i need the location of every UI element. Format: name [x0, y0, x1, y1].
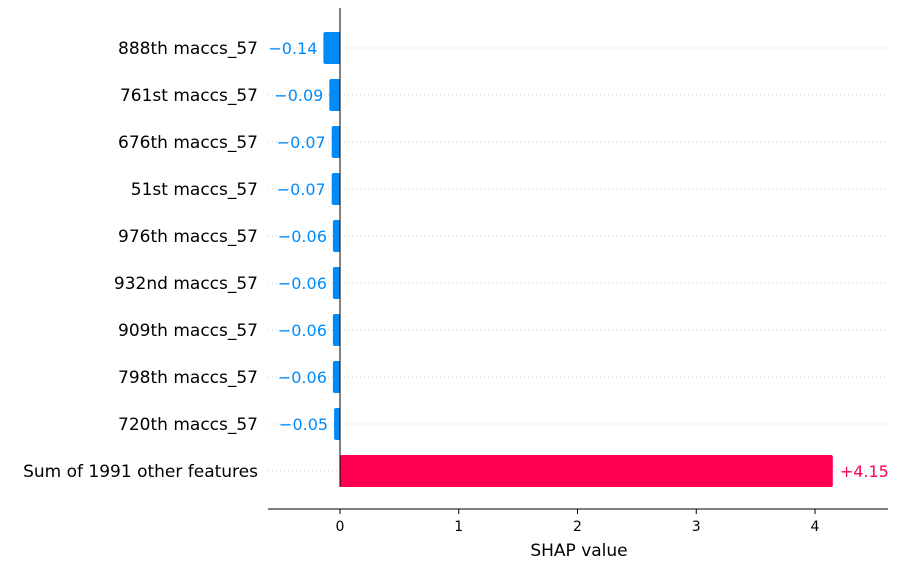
value-label: −0.06: [278, 227, 327, 246]
feature-label: 761st maccs_57: [120, 86, 258, 106]
value-label: −0.07: [277, 180, 326, 199]
feature-label: 976th maccs_57: [118, 227, 258, 247]
feature-label: 720th maccs_57: [118, 415, 258, 435]
x-tick-label: 4: [811, 519, 820, 535]
value-label: −0.06: [278, 368, 327, 387]
bar: [334, 408, 340, 440]
feature-label: 932nd maccs_57: [114, 274, 258, 294]
value-label: −0.06: [278, 321, 327, 340]
value-label: −0.06: [278, 274, 327, 293]
bar: [332, 314, 340, 346]
value-labels: −0.14 −0.09 −0.07 −0.07 −0.06 −0.06 −0.06 −0.06…: [268, 39, 889, 481]
value-label: −0.14: [268, 39, 317, 58]
x-tick-label: 3: [692, 519, 701, 535]
bar: [331, 173, 340, 205]
feature-label: 676th maccs_57: [118, 133, 258, 153]
bar: [323, 32, 340, 64]
x-tick-label: 1: [454, 519, 463, 535]
bar: [340, 455, 833, 487]
feature-label: Sum of 1991 other features: [23, 462, 258, 482]
bar: [332, 267, 340, 299]
bars: [323, 32, 833, 487]
grid-lines: [268, 47, 886, 472]
value-label: −0.07: [277, 133, 326, 152]
feature-labels: 888th maccs_57 761st maccs_57 676th maccs_…: [23, 39, 258, 482]
bar: [329, 79, 340, 111]
value-label: +4.15: [840, 462, 889, 481]
value-label: −0.09: [274, 86, 323, 105]
x-tick-label: 2: [573, 519, 582, 535]
bar: [332, 361, 340, 393]
x-axis-title: SHAP value: [530, 541, 627, 561]
bar: [331, 126, 340, 158]
feature-label: 51st maccs_57: [131, 180, 258, 200]
bar: [332, 220, 340, 252]
feature-label: 798th maccs_57: [118, 368, 258, 388]
value-label: −0.05: [279, 415, 328, 434]
feature-label: 909th maccs_57: [118, 321, 258, 341]
x-axis: 0 1 2 3 4: [268, 508, 888, 535]
x-tick-label: 0: [336, 519, 345, 535]
feature-label: 888th maccs_57: [118, 39, 258, 59]
